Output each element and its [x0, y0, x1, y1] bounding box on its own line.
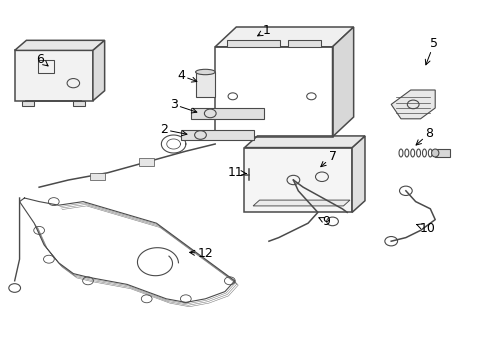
Ellipse shape [195, 69, 215, 75]
Polygon shape [90, 173, 105, 180]
Polygon shape [190, 108, 264, 119]
Polygon shape [15, 40, 104, 50]
Ellipse shape [430, 149, 438, 157]
Polygon shape [351, 136, 364, 212]
Polygon shape [73, 101, 85, 106]
Text: 4: 4 [177, 69, 197, 82]
Polygon shape [226, 40, 279, 47]
Text: 3: 3 [169, 98, 197, 113]
Text: 7: 7 [320, 150, 336, 167]
Polygon shape [244, 148, 351, 212]
Polygon shape [93, 40, 104, 101]
Text: 2: 2 [160, 123, 186, 136]
Text: 5: 5 [425, 37, 437, 65]
Polygon shape [244, 136, 364, 148]
Text: 8: 8 [415, 127, 432, 145]
Polygon shape [287, 40, 320, 47]
Polygon shape [215, 27, 353, 47]
Polygon shape [390, 90, 434, 119]
Polygon shape [332, 27, 353, 137]
Polygon shape [253, 200, 349, 206]
Text: 12: 12 [189, 247, 213, 260]
Polygon shape [15, 50, 93, 101]
Text: 11: 11 [227, 166, 246, 179]
Text: 6: 6 [36, 53, 48, 66]
Polygon shape [22, 101, 34, 106]
Polygon shape [434, 149, 449, 157]
Polygon shape [181, 130, 254, 140]
Text: 9: 9 [318, 215, 330, 228]
Text: 1: 1 [257, 24, 270, 37]
Text: 10: 10 [416, 222, 435, 235]
Polygon shape [139, 158, 154, 166]
Polygon shape [195, 72, 215, 97]
